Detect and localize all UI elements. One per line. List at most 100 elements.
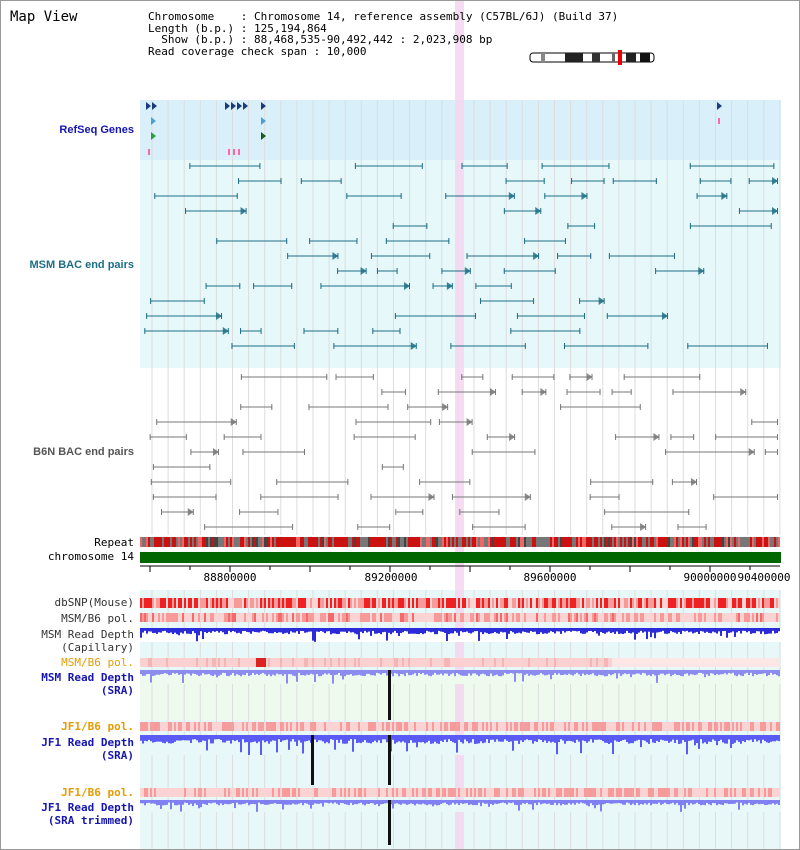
dbsnp-cell <box>656 598 658 608</box>
msm-depth-cap-bar <box>456 628 458 633</box>
msm-bac-arrow <box>533 252 540 260</box>
jf1-depth-trimmed-bar <box>266 800 268 805</box>
jf1-depth-trimmed-bar <box>178 800 180 805</box>
msm-depth-cap-bar <box>596 628 598 634</box>
dbsnp-cell <box>440 598 442 608</box>
msm-b6-pol2-cell <box>306 658 308 667</box>
msm-b6-pol2-cell <box>404 658 406 667</box>
jf1-depth-trimmed-bar <box>164 800 166 806</box>
repeat-segment <box>662 537 664 547</box>
dbsnp-cell <box>326 598 328 608</box>
repeat-segment <box>554 537 556 547</box>
jf1-b6-pol-cell <box>500 722 502 731</box>
jf1-b6-pol2-cell <box>752 788 754 797</box>
repeat-segment <box>458 537 460 547</box>
jf1-depth-trimmed-bar <box>300 800 302 803</box>
msm-bac-arrow <box>222 327 229 335</box>
jf1-depth-sra-bar <box>336 735 338 740</box>
jf1-b6-pol2-cell <box>144 788 146 797</box>
jf1-b6-pol2-cell <box>666 788 668 797</box>
jf1-depth-sra-bar <box>546 735 548 743</box>
repeat-segment <box>480 537 482 547</box>
jf1-depth-sra-bar <box>632 735 634 744</box>
msm-b6-pol-cell <box>554 613 556 622</box>
jf1-b6-pol-cell <box>316 722 318 731</box>
jf1-depth-trimmed-bar <box>528 800 530 805</box>
jf1-depth-sra-bar <box>326 735 328 743</box>
jf1-b6-pol2-cell <box>304 788 306 797</box>
msm-b6-pol-cell <box>680 613 682 622</box>
dbsnp-cell <box>568 598 570 608</box>
jf1-b6-pol-cell <box>452 722 454 731</box>
msm-b6-pol-cell <box>626 613 628 622</box>
msm-depth-cap-bar <box>430 628 432 633</box>
msm-b6-pol-cell <box>392 613 394 622</box>
msm-depth-sra-bar <box>688 670 690 676</box>
jf1-b6-pol-cell <box>236 722 238 731</box>
repeat-segment <box>400 537 402 547</box>
msm-b6-pol2-cell <box>176 658 178 667</box>
jf1-depth-trimmed-bar <box>260 800 262 805</box>
msm-depth-sra-bar <box>318 670 320 677</box>
jf1-b6-pol2-cell <box>320 788 322 797</box>
jf1-b6-pol2-cell <box>778 788 780 797</box>
msm-b6-pol2-cell <box>166 658 168 667</box>
jf1-depth-trimmed-bar <box>656 800 658 804</box>
dbsnp-cell <box>372 598 374 608</box>
jf1-depth-sra-bar <box>304 735 306 742</box>
msm-bac-end <box>544 193 546 199</box>
msm-b6-pol-cell <box>748 613 750 622</box>
msm-b6-pol-cell <box>420 613 422 622</box>
msm-depth-cap-bar <box>658 628 660 633</box>
jf1-depth-trimmed-bar <box>602 800 604 805</box>
repeat-segment <box>688 537 690 547</box>
msm-b6-pol2-cell <box>640 658 642 667</box>
msm-b6-pol-cell <box>494 613 496 622</box>
msm-depth-cap-bar <box>590 628 592 631</box>
b6n-bac-end <box>387 404 389 410</box>
jf1-depth-trimmed-bar <box>744 800 746 804</box>
jf1-b6-pol2-cell <box>148 788 150 797</box>
msm-depth-sra-bar <box>488 670 490 677</box>
msm-depth-sra-bar <box>520 670 522 674</box>
jf1-depth-sra-bar <box>580 735 582 754</box>
msm-bac-end <box>426 223 428 229</box>
jf1-b6-pol-cell <box>518 722 520 731</box>
msm-depth-sra-bar <box>598 670 600 675</box>
track-label-b6n-bac[interactable]: B6N BAC end pairs <box>33 446 134 458</box>
jf1-b6-pol2-cell <box>330 788 332 797</box>
jf1-b6-pol2-cell <box>524 788 526 797</box>
msm-b6-pol2-cell <box>742 658 744 667</box>
msm-bac-end <box>730 178 732 184</box>
msm-depth-sra-bar <box>220 670 222 675</box>
jf1-depth-sra-bar <box>230 735 232 744</box>
msm-b6-pol2-cell <box>520 658 522 667</box>
msm-depth-cap-bar <box>170 628 172 633</box>
track-label-refseq-genes[interactable]: RefSeq Genes <box>59 124 134 136</box>
msm-bac-end <box>564 343 566 349</box>
msm-b6-pol2-cell <box>734 658 736 667</box>
msm-depth-cap-bar <box>614 628 616 634</box>
jf1-depth-sra-bar <box>734 735 736 743</box>
track-label-msm-bac[interactable]: MSM BAC end pairs <box>29 259 134 271</box>
jf1-depth-sra-bar <box>244 735 246 743</box>
jf1-depth-trimmed-bar <box>334 800 336 803</box>
jf1-b6-pol2-cell <box>160 788 162 797</box>
msm-depth-cap-bar <box>730 628 732 633</box>
msm-b6-pol2-cell <box>558 658 560 667</box>
jf1-depth-trimmed-bar <box>200 800 202 808</box>
dbsnp-cell <box>630 598 632 608</box>
jf1-depth-sra-bar <box>440 735 442 741</box>
axis-tick-label: 90000000 <box>683 571 737 584</box>
msm-b6-pol-cell <box>270 613 272 622</box>
msm-depth-sra-bar <box>684 670 686 674</box>
msm-b6-pol2-cell <box>266 658 268 667</box>
dbsnp-cell <box>734 598 736 608</box>
jf1-depth-trimmed-bar <box>176 800 178 806</box>
jf1-b6-pol2-cell <box>758 788 760 797</box>
msm-b6-pol-cell <box>352 613 354 622</box>
msm-depth-cap-bar <box>200 628 202 632</box>
msm-depth-cap-bar <box>580 628 582 634</box>
